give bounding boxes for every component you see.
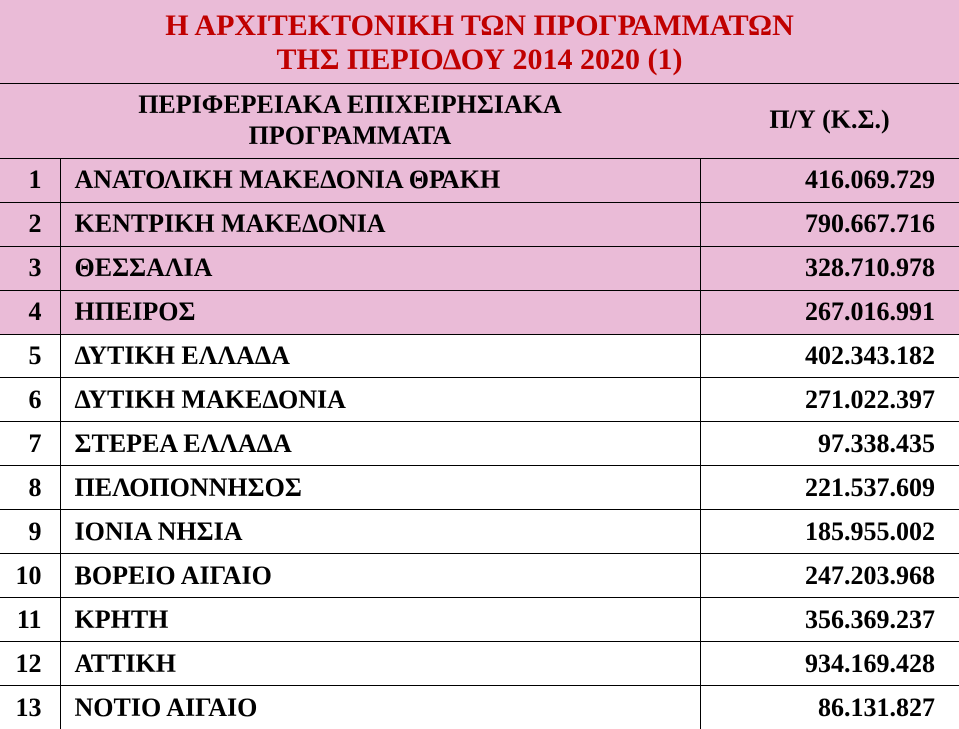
table-title-line2: ΤΗΣ ΠΕΡΙΟΔΟΥ 2014 2020 (1): [277, 43, 683, 76]
table-row: 3ΘΕΣΣΑΛΙΑ328.710.978: [0, 246, 959, 290]
header-left-line2: ΠΡΟΓΡΑΜΜΑΤΑ: [249, 121, 452, 150]
table-row: 12ΑΤΤΙΚΗ934.169.428: [0, 642, 959, 686]
header-left: ΠΕΡΙΦΕΡΕΙΑΚΑ ΕΠΙΧΕΙΡΗΣΙΑΚΑ ΠΡΟΓΡΑΜΜΑΤΑ: [0, 83, 700, 158]
row-index: 3: [0, 246, 60, 290]
row-name: ΗΠΕΙΡΟΣ: [60, 290, 700, 334]
row-name: ΝΟΤΙΟ ΑΙΓΑΙΟ: [60, 686, 700, 729]
table-row: 13ΝΟΤΙΟ ΑΙΓΑΙΟ86.131.827: [0, 686, 959, 729]
row-index: 8: [0, 466, 60, 510]
row-name: ΘΕΣΣΑΛΙΑ: [60, 246, 700, 290]
table-row: 2ΚΕΝΤΡΙΚΗ ΜΑΚΕΔΟΝΙΑ790.667.716: [0, 202, 959, 246]
table-row: 6ΔΥΤΙΚΗ ΜΑΚΕΔΟΝΙΑ271.022.397: [0, 378, 959, 422]
row-index: 1: [0, 158, 60, 202]
header-right: Π/Υ (Κ.Σ.): [700, 83, 959, 158]
row-name: ΒΟΡΕΙΟ ΑΙΓΑΙΟ: [60, 554, 700, 598]
row-value: 790.667.716: [700, 202, 959, 246]
row-name: ΙΟΝΙΑ ΝΗΣΙΑ: [60, 510, 700, 554]
row-index: 10: [0, 554, 60, 598]
table-row: 4ΗΠΕΙΡΟΣ267.016.991: [0, 290, 959, 334]
row-value: 934.169.428: [700, 642, 959, 686]
row-index: 12: [0, 642, 60, 686]
table-row: 5ΔΥΤΙΚΗ ΕΛΛΑΔΑ402.343.182: [0, 334, 959, 378]
row-name: ΔΥΤΙΚΗ ΕΛΛΑΔΑ: [60, 334, 700, 378]
table-header-row: ΠΕΡΙΦΕΡΕΙΑΚΑ ΕΠΙΧΕΙΡΗΣΙΑΚΑ ΠΡΟΓΡΑΜΜΑΤΑ Π…: [0, 83, 959, 158]
table-row: 11ΚΡΗΤΗ356.369.237: [0, 598, 959, 642]
row-value: 267.016.991: [700, 290, 959, 334]
table-row: 7ΣΤΕΡΕΑ ΕΛΛΑΔΑ97.338.435: [0, 422, 959, 466]
row-value: 328.710.978: [700, 246, 959, 290]
row-index: 11: [0, 598, 60, 642]
row-name: ΑΤΤΙΚΗ: [60, 642, 700, 686]
row-name: ΚΕΝΤΡΙΚΗ ΜΑΚΕΔΟΝΙΑ: [60, 202, 700, 246]
table-row: 10ΒΟΡΕΙΟ ΑΙΓΑΙΟ247.203.968: [0, 554, 959, 598]
row-index: 2: [0, 202, 60, 246]
row-name: ΠΕΛΟΠΟΝΝΗΣΟΣ: [60, 466, 700, 510]
row-value: 271.022.397: [700, 378, 959, 422]
row-index: 13: [0, 686, 60, 729]
row-index: 7: [0, 422, 60, 466]
header-left-line1: ΠΕΡΙΦΕΡΕΙΑΚΑ ΕΠΙΧΕΙΡΗΣΙΑΚΑ: [138, 90, 562, 119]
row-index: 4: [0, 290, 60, 334]
row-name: ΚΡΗΤΗ: [60, 598, 700, 642]
row-value: 185.955.002: [700, 510, 959, 554]
row-value: 221.537.609: [700, 466, 959, 510]
row-value: 97.338.435: [700, 422, 959, 466]
row-index: 5: [0, 334, 60, 378]
table-row: 8ΠΕΛΟΠΟΝΝΗΣΟΣ221.537.609: [0, 466, 959, 510]
table-row: 1ΑΝΑΤΟΛΙΚΗ ΜΑΚΕΔΟΝΙΑ ΘΡΑΚΗ416.069.729: [0, 158, 959, 202]
row-name: ΑΝΑΤΟΛΙΚΗ ΜΑΚΕΔΟΝΙΑ ΘΡΑΚΗ: [60, 158, 700, 202]
row-name: ΣΤΕΡΕΑ ΕΛΛΑΔΑ: [60, 422, 700, 466]
table-title: Η ΑΡΧΙΤΕΚΤΟΝΙΚΗ ΤΩΝ ΠΡΟΓΡΑΜΜΑΤΩΝ ΤΗΣ ΠΕΡ…: [0, 0, 959, 83]
budget-table: Η ΑΡΧΙΤΕΚΤΟΝΙΚΗ ΤΩΝ ΠΡΟΓΡΑΜΜΑΤΩΝ ΤΗΣ ΠΕΡ…: [0, 0, 959, 729]
row-name: ΔΥΤΙΚΗ ΜΑΚΕΔΟΝΙΑ: [60, 378, 700, 422]
table-row: 9ΙΟΝΙΑ ΝΗΣΙΑ185.955.002: [0, 510, 959, 554]
row-value: 86.131.827: [700, 686, 959, 729]
row-value: 416.069.729: [700, 158, 959, 202]
table-title-line1: Η ΑΡΧΙΤΕΚΤΟΝΙΚΗ ΤΩΝ ΠΡΟΓΡΑΜΜΑΤΩΝ: [165, 9, 794, 42]
row-value: 247.203.968: [700, 554, 959, 598]
row-value: 402.343.182: [700, 334, 959, 378]
table-title-row: Η ΑΡΧΙΤΕΚΤΟΝΙΚΗ ΤΩΝ ΠΡΟΓΡΑΜΜΑΤΩΝ ΤΗΣ ΠΕΡ…: [0, 0, 959, 83]
row-index: 9: [0, 510, 60, 554]
row-index: 6: [0, 378, 60, 422]
row-value: 356.369.237: [700, 598, 959, 642]
